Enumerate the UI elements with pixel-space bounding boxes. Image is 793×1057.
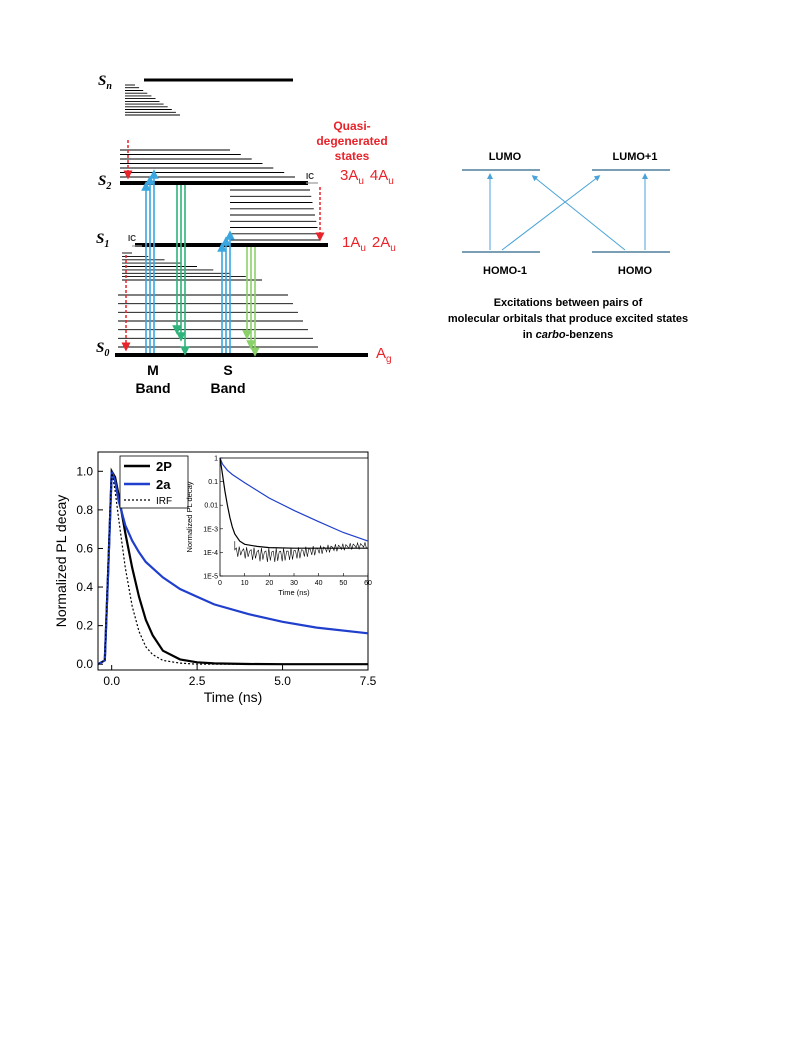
sn-label: Sn <box>98 73 112 92</box>
y-tick-label: 0.4 <box>76 580 93 594</box>
excitation-homo-lumo <box>531 175 626 251</box>
s-band-label-top: S <box>223 362 232 378</box>
s0-label: S0 <box>96 340 109 359</box>
y-tick-label: 0.8 <box>76 503 93 517</box>
caption-line-3: in carbo-benzens <box>523 329 614 341</box>
inset-x-tick-label: 0 <box>218 580 222 587</box>
legend: 2P 2a IRF <box>119 455 189 509</box>
ic-label-s1: IC <box>128 234 136 243</box>
s1-label: S1 <box>96 231 109 250</box>
quasi-label-1: Quasi- <box>333 119 370 133</box>
excitation-homo1-lumo1 <box>501 175 601 251</box>
inset-x-tick-label: 30 <box>290 580 298 587</box>
inset-y-tick-label: 0.1 <box>208 479 218 486</box>
x-tick-label: 0.0 <box>103 674 120 688</box>
inset-series-lines <box>219 457 369 563</box>
ic-label-s2: IC <box>306 172 314 181</box>
m-band-label-bottom: Band <box>136 380 171 396</box>
inset-y-tick-label: 1E-4 <box>203 550 218 557</box>
homo1-label: HOMO-1 <box>483 265 527 277</box>
x-tick-label: 7.5 <box>360 674 377 688</box>
y-tick-label: 0.2 <box>76 619 93 633</box>
inset-series-line-2p <box>219 457 368 549</box>
caption-line-2: molecular orbitals that produce excited … <box>448 313 688 325</box>
homo-label: HOMO <box>618 265 653 277</box>
s1-states-label: 1Au 2Au <box>342 234 396 254</box>
s2-label: S2 <box>98 173 111 192</box>
inset-y-title: Normalized PL decay <box>185 481 194 552</box>
legend-label-2a: 2a <box>156 477 171 492</box>
inset-x-title: Time (ns) <box>278 588 310 597</box>
legend-label-2p: 2P <box>156 459 172 474</box>
series-line-irf <box>97 471 368 665</box>
main-axis-ticks: 0.0 2.5 5.0 7.5 0.0 0.2 0.4 0.6 0.8 1.0 <box>76 464 376 688</box>
jablonski-diagram: Sn S2 S1 S0 IC IC Quasi- degenerated sta… <box>96 73 396 396</box>
pl-decay-chart: 0.0 2.5 5.0 7.5 0.0 0.2 0.4 0.6 0.8 1.0 Time (ns)… <box>53 451 377 705</box>
y-tick-label: 1.0 <box>76 464 93 478</box>
y-tick-label: 0.0 <box>76 657 93 671</box>
inset-x-tick-label: 10 <box>241 580 249 587</box>
inset-x-tick-label: 60 <box>364 580 372 587</box>
quasi-label-3: states <box>335 149 370 163</box>
caption-line-1: Excitations between pairs of <box>494 297 643 309</box>
inset-y-tick-label: 0.01 <box>204 503 218 510</box>
m-band-label-top: M <box>147 362 159 378</box>
s0-state-label: Ag <box>376 345 392 365</box>
inset-x-tick-label: 20 <box>265 580 273 587</box>
y-tick-label: 0.6 <box>76 541 93 555</box>
x-axis-title: Time (ns) <box>204 689 263 705</box>
s2-states-label: 3Au 4Au <box>340 167 394 187</box>
s-band-label-bottom: Band <box>211 380 246 396</box>
y-axis-title: Normalized PL decay <box>53 495 69 628</box>
lumo1-label: LUMO+1 <box>613 151 658 163</box>
inset-frame <box>219 457 369 577</box>
inset-y-tick-label: 1E-3 <box>203 526 218 533</box>
x-tick-label: 2.5 <box>189 674 206 688</box>
main-series-lines <box>97 467 369 666</box>
inset-series-line-2a <box>219 457 369 542</box>
inset-y-tick-label: 1 <box>214 456 218 463</box>
inset-x-tick-label: 50 <box>339 580 347 587</box>
legend-label-irf: IRF <box>156 496 172 507</box>
orbital-excitation-diagram: LUMO LUMO+1 HOMO-1 HOMO Excitations betw… <box>448 151 688 341</box>
lumo-label: LUMO <box>489 151 522 163</box>
inset-axis-ticks: 0 10 20 30 40 50 60 1 0.1 0.01 1E-3 1E-4 1E-5 <box>203 456 372 588</box>
legend-box <box>119 455 189 509</box>
inset-y-tick-label: 1E-5 <box>203 574 218 581</box>
vibrational-sublevels <box>118 84 320 348</box>
x-tick-label: 5.0 <box>274 674 291 688</box>
inset-x-tick-label: 40 <box>315 580 323 587</box>
inset-chart: 0 10 20 30 40 50 60 1 0.1 0.01 1E-3 1E-4 1E-5 Time (… <box>185 456 372 598</box>
inset-noise-2p <box>234 541 367 563</box>
quasi-label-2: degenerated <box>316 134 387 148</box>
